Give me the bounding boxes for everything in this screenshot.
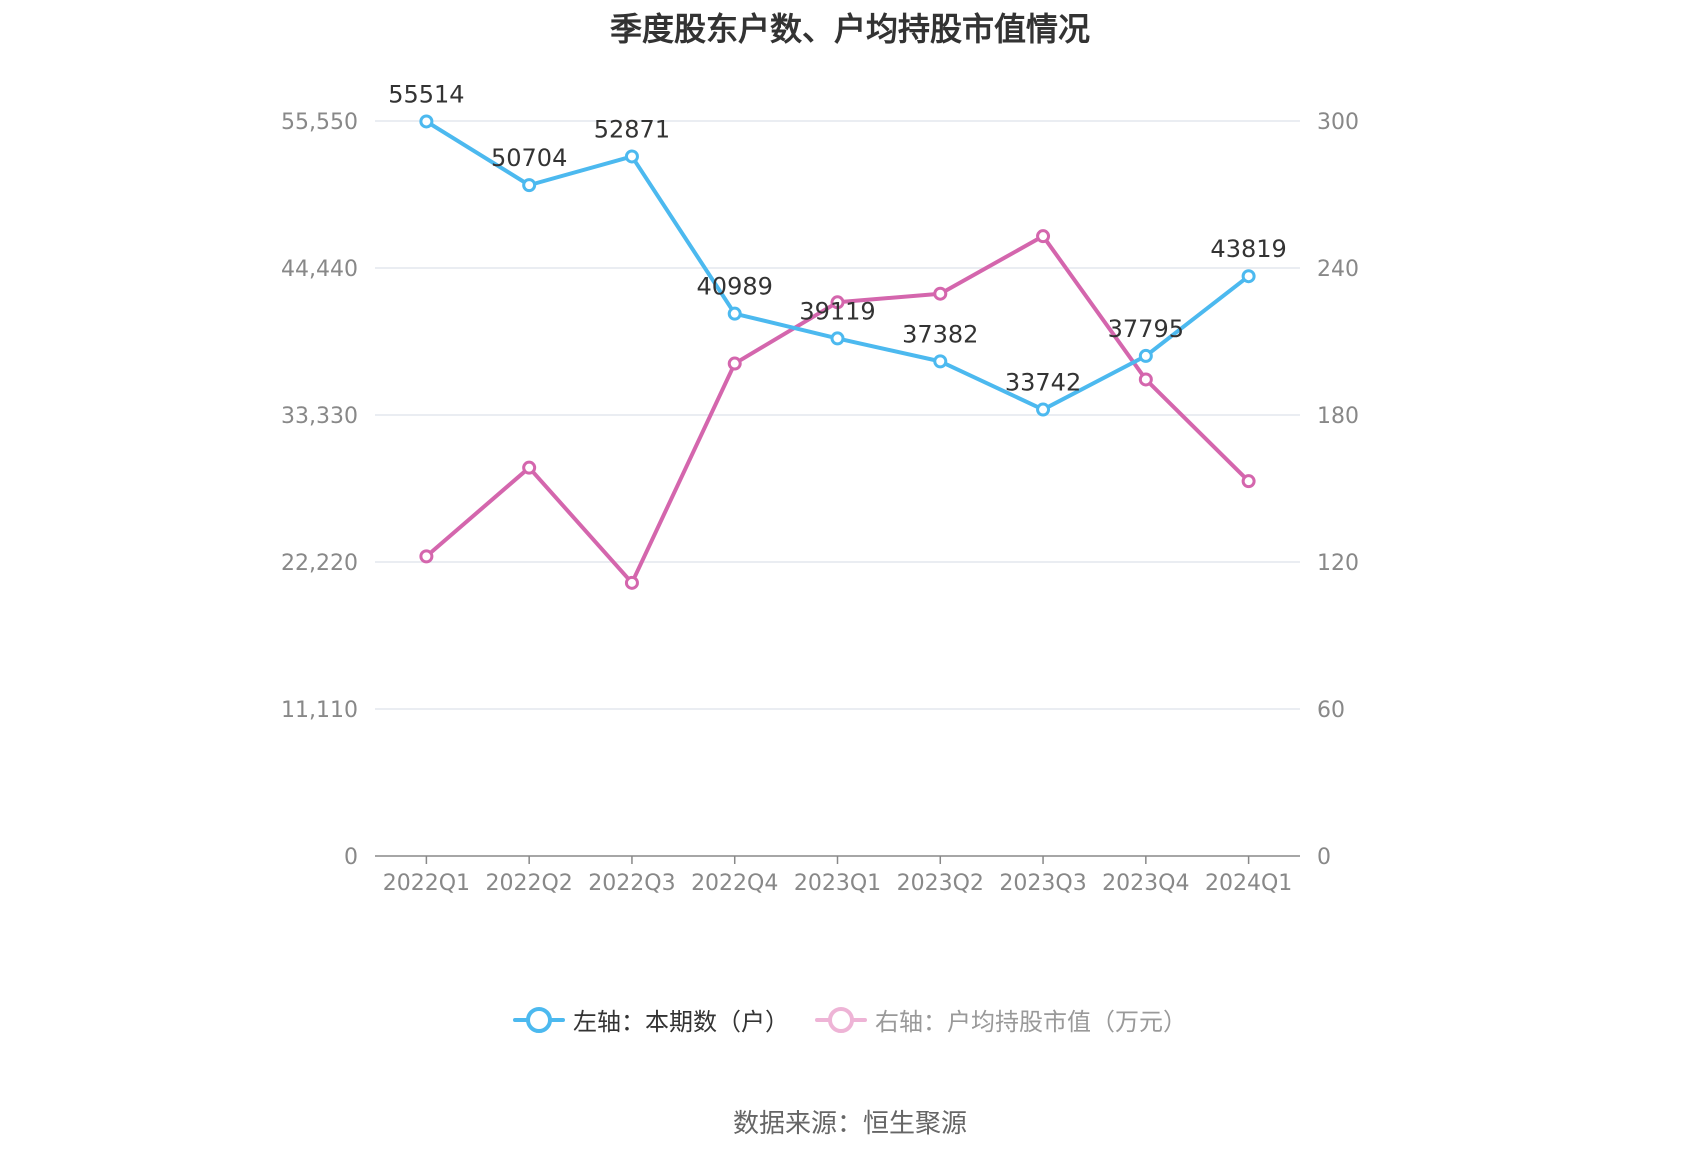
right-series-point [1138, 372, 1153, 387]
y-left-tick-label: 55,550 [281, 110, 358, 135]
data-label: 43819 [1210, 235, 1286, 263]
data-label: 39119 [799, 297, 875, 325]
right-series-line [425, 234, 1251, 585]
y-left-tick-label: 11,110 [281, 698, 358, 723]
left-series-point [1241, 269, 1256, 284]
right-series-point [933, 286, 948, 301]
legend-item-left-series[interactable]: 左轴：本期数（户） [513, 1002, 789, 1037]
legend-label-left-series: 左轴：本期数（户） [573, 1008, 789, 1036]
left-series-point [830, 331, 845, 346]
data-label: 40989 [697, 273, 773, 301]
data-label: 52871 [594, 115, 670, 143]
left-series-point [522, 178, 537, 193]
left-series-point [1036, 402, 1051, 417]
left-series-point [727, 306, 742, 321]
data-label: 55514 [388, 80, 464, 108]
legend: 左轴：本期数（户） 右轴：户均持股市值（万元） [0, 1002, 1700, 1037]
right-series-point [522, 460, 537, 475]
right-series-point [624, 575, 639, 590]
left-series-point [624, 149, 639, 164]
x-tick-label: 2024Q1 [1205, 871, 1292, 896]
y-left-tick-label: 22,220 [281, 551, 358, 576]
right-series-point [727, 356, 742, 371]
y-right-tick-label: 120 [1317, 551, 1359, 576]
x-tick-label: 2023Q1 [794, 871, 881, 896]
x-tick-label: 2023Q2 [897, 871, 984, 896]
data-label: 37795 [1108, 315, 1184, 343]
data-source: 数据来源：恒生聚源 [732, 1109, 967, 1139]
legend-line-circle-icon [513, 1006, 565, 1033]
y-right-tick-label: 0 [1317, 845, 1331, 870]
data-label: 33742 [1005, 369, 1081, 397]
y-left-tick-label: 44,440 [281, 257, 358, 282]
legend-label-right-series: 右轴：户均持股市值（万元） [875, 1008, 1187, 1036]
left-series-point [1138, 348, 1153, 363]
data-label: 37382 [902, 320, 978, 348]
legend-item-right-series[interactable]: 右轴：户均持股市值（万元） [815, 1002, 1187, 1037]
right-series-point [830, 295, 845, 310]
right-series-point [1241, 474, 1256, 489]
x-tick-label: 2022Q2 [486, 871, 573, 896]
y-right-tick-label: 300 [1317, 110, 1359, 135]
legend-line-circle-icon [815, 1006, 867, 1033]
right-series-point [419, 549, 434, 564]
y-left-tick-label: 33,330 [281, 404, 358, 429]
right-series-point [1036, 229, 1051, 244]
chart-svg: 0 0 11,110 60 22,220 120 33,330 180 44,440 240 55,… [281, 80, 1359, 896]
data-label: 50704 [491, 144, 567, 172]
y-right-tick-label: 60 [1317, 698, 1345, 723]
y-left-tick-label: 0 [344, 845, 358, 870]
left-series-point [933, 354, 948, 369]
chart-title: 季度股东户数、户均持股市值情况 [609, 10, 1090, 48]
y-right-tick-label: 180 [1317, 404, 1359, 429]
x-tick-label: 2023Q4 [1102, 871, 1189, 896]
left-series-point [419, 114, 434, 129]
y-right-tick-label: 240 [1317, 257, 1359, 282]
x-tick-label: 2022Q3 [588, 871, 675, 896]
x-tick-label: 2023Q3 [999, 871, 1086, 896]
x-tick-label: 2022Q4 [691, 871, 778, 896]
x-tick-label: 2022Q1 [383, 871, 470, 896]
